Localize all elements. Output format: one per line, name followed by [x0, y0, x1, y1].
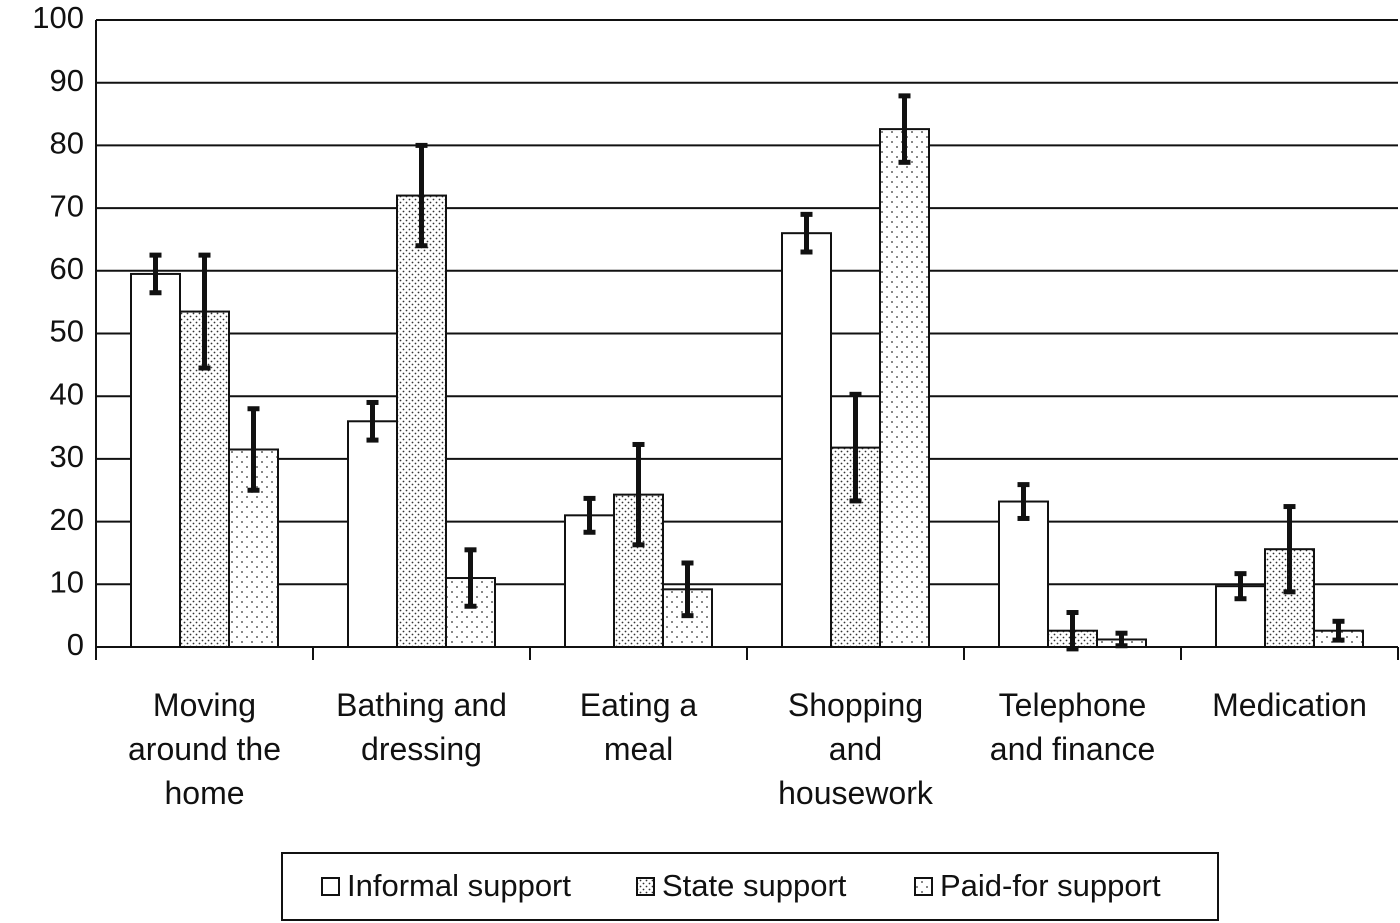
error-bar [149, 252, 162, 296]
legend-swatch [914, 877, 933, 896]
y-tick-label: 30 [50, 439, 84, 474]
y-tick-label: 70 [50, 188, 84, 223]
error-bar [415, 142, 428, 249]
bar [347, 420, 398, 648]
bar [879, 128, 930, 648]
bar [564, 514, 615, 649]
bar [396, 194, 447, 648]
x-tick-label: Telephone and finance [989, 687, 1156, 767]
y-tick-label: 90 [50, 63, 84, 98]
y-tick-label: 50 [50, 314, 84, 349]
error-bar [898, 93, 911, 165]
error-bar [583, 495, 596, 535]
error-bar [1283, 504, 1296, 595]
error-bar [1234, 571, 1247, 602]
x-tick-label: Eating a meal [579, 687, 698, 767]
legend-swatch [636, 877, 655, 896]
error-bar [1115, 630, 1128, 649]
error-bar [464, 547, 477, 609]
error-bar [366, 399, 379, 443]
y-tick-label: 20 [50, 502, 84, 537]
legend-box [281, 852, 1219, 921]
error-bar [800, 211, 813, 255]
error-bar [1066, 610, 1079, 652]
y-tick-label: 40 [50, 376, 84, 411]
error-bar [681, 560, 694, 619]
y-tick-label: 10 [50, 564, 84, 599]
x-tick-label: Bathing and dressing [336, 687, 507, 767]
y-tick-label: 100 [32, 0, 84, 35]
error-bar [1017, 482, 1030, 521]
bar [130, 272, 181, 648]
legend-label: State support [662, 868, 847, 903]
error-bar [1332, 618, 1345, 643]
error-bar [198, 252, 211, 371]
x-tick-label: Moving around the home [127, 687, 281, 811]
error-bar [632, 441, 645, 548]
x-tick-label: Medication [1212, 687, 1367, 723]
error-bar [849, 391, 862, 504]
legend-label: Paid-for support [940, 868, 1161, 903]
legend-swatch [321, 877, 340, 896]
error-bar [247, 406, 260, 493]
y-tick-label: 60 [50, 251, 84, 286]
x-tick-label: Shopping and housework [778, 687, 933, 811]
bar [781, 232, 832, 648]
y-tick-label: 80 [50, 126, 84, 161]
legend-label: Informal support [347, 868, 571, 903]
bar [998, 500, 1049, 649]
y-tick-label: 0 [67, 627, 84, 662]
